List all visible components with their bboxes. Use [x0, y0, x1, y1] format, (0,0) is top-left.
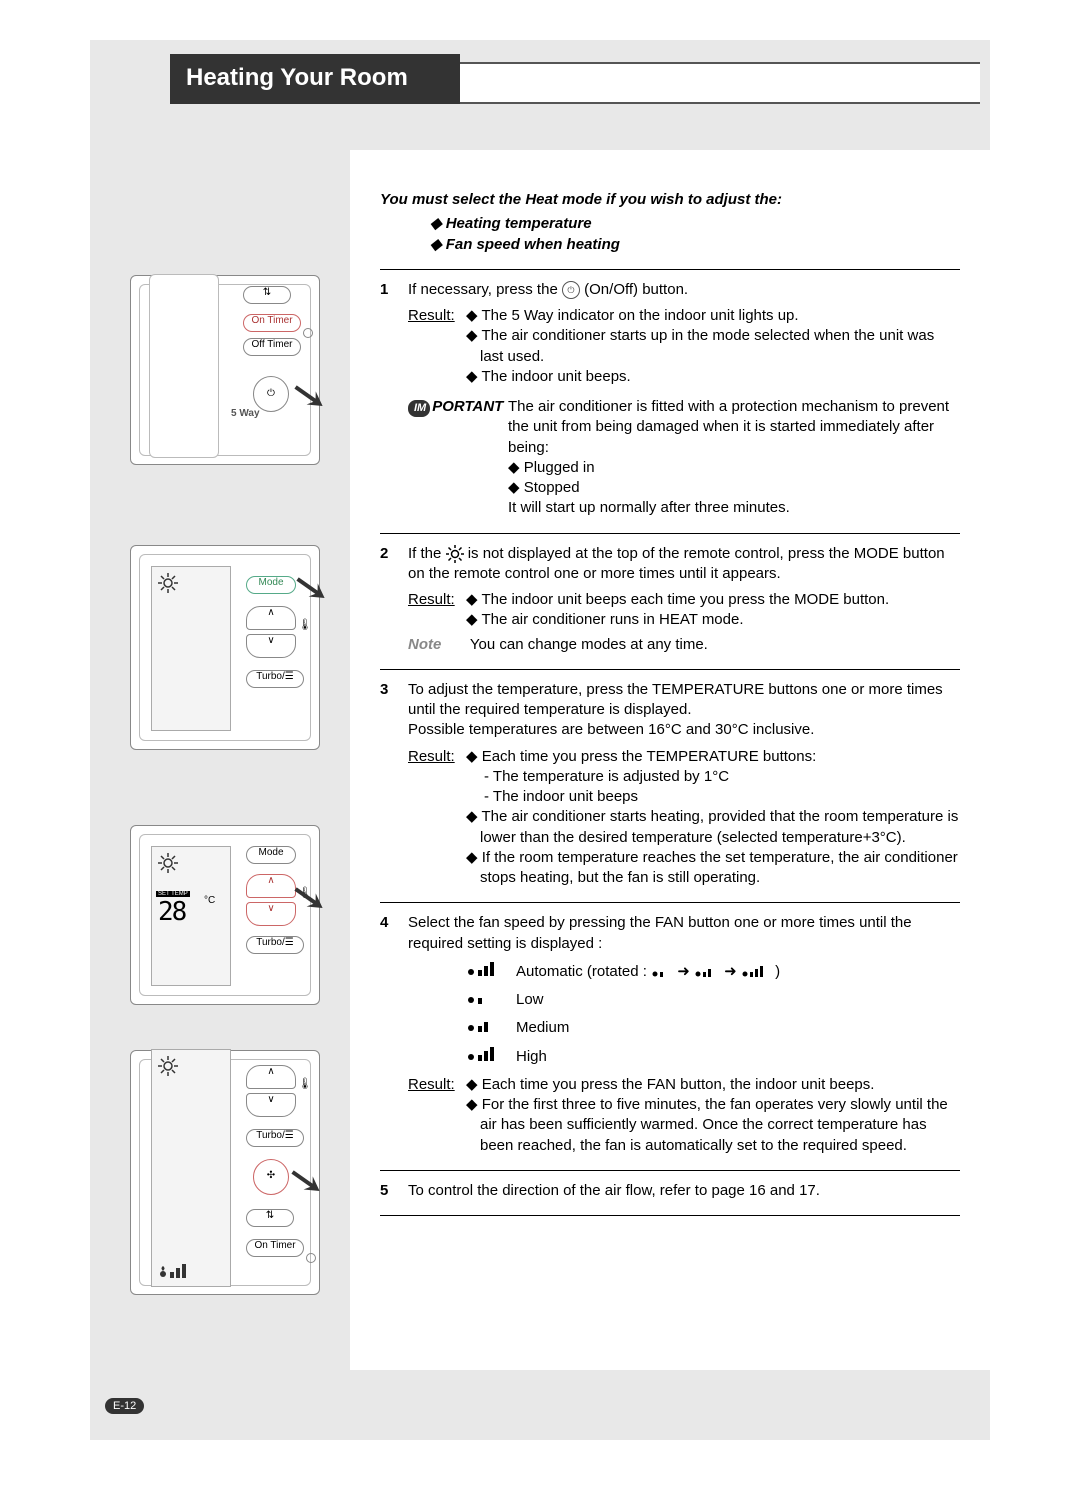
- step-number: 3: [380, 680, 408, 741]
- step-number: 4: [380, 913, 408, 954]
- step-text: To control the direction of the air flow…: [408, 1181, 960, 1201]
- step-number: 1: [380, 280, 408, 300]
- result-label: Result:: [408, 1075, 466, 1156]
- step-text: Select the fan speed by pressing the FAN…: [408, 913, 960, 954]
- result-bullet: The indoor unit beeps each time you pres…: [466, 590, 960, 610]
- important-text: The air conditioner is fitted with a pro…: [508, 397, 960, 458]
- important-bullet: Plugged in: [508, 458, 960, 478]
- remote-diagram-2: Mode ∧ 🌡 ∨ Turbo/☰: [130, 545, 320, 750]
- fan-medium: Medium: [466, 1016, 960, 1040]
- intro-item-2: Fan speed when heating: [380, 235, 960, 255]
- important-tail: It will start up normally after three mi…: [508, 498, 960, 518]
- result-bullet: Each time you press the FAN button, the …: [466, 1075, 960, 1095]
- remote-diagram-4: ∧ 🌡 ∨ Turbo/☰ ✣ ⇅ On Timer: [130, 1050, 320, 1295]
- step-number: 2: [380, 544, 408, 585]
- result-bullet: The 5 Way indicator on the indoor unit l…: [466, 306, 960, 326]
- intro-item-1: Heating temperature: [380, 214, 960, 234]
- step-1: 1 If necessary, press the ⏻ (On/Off) but…: [380, 280, 960, 300]
- divider: [380, 533, 960, 534]
- divider: [380, 1215, 960, 1216]
- divider: [380, 902, 960, 903]
- step-text: is not displayed at the top of the remot…: [408, 545, 945, 582]
- step-2: 2 If the is not displayed at the top of …: [380, 544, 960, 585]
- remote-diagram-1: ⇅ On Timer Off Timer ⏻ 5 Way: [130, 275, 320, 465]
- fan-speed-icon: [158, 1262, 192, 1280]
- content-panel: You must select the Heat mode if you wis…: [350, 150, 990, 1370]
- onoff-icon: ⏻: [562, 281, 580, 299]
- sun-icon: [158, 853, 178, 873]
- fan-low: Low: [466, 988, 960, 1012]
- fan-icon-low: [466, 988, 488, 1006]
- result-bullet: The air conditioner starts up in the mod…: [466, 326, 960, 367]
- fan-icon-high: [466, 1045, 500, 1063]
- result-bullet: The air conditioner runs in HEAT mode.: [466, 610, 960, 630]
- step-text: (On/Off) button.: [584, 281, 688, 298]
- result-sub: The indoor unit beeps: [466, 787, 960, 807]
- result-bullet: If the room temperature reaches the set …: [466, 848, 960, 889]
- sun-icon: [158, 1056, 178, 1076]
- result-bullet: Each time you press the TEMPERATURE butt…: [466, 747, 960, 767]
- fan-auto: Automatic (rotated : ➜ ➜ ): [466, 960, 960, 984]
- step-text: To adjust the temperature, press the TEM…: [408, 680, 960, 741]
- result-sub: The temperature is adjusted by 1°C: [466, 767, 960, 787]
- sun-icon: [158, 573, 178, 593]
- result-bullet: The indoor unit beeps.: [466, 367, 960, 387]
- result-label: Result:: [408, 747, 466, 889]
- step-3: 3 To adjust the temperature, press the T…: [380, 680, 960, 741]
- page-title: Heating Your Room: [170, 54, 460, 104]
- note-text: You can change modes at any time.: [470, 636, 708, 653]
- step-4: 4 Select the fan speed by pressing the F…: [380, 913, 960, 954]
- step-5: 5 To control the direction of the air fl…: [380, 1181, 960, 1201]
- fan-icon-high: [466, 960, 500, 978]
- important-bullet: Stopped: [508, 478, 960, 498]
- result-bullet: The air conditioner starts heating, prov…: [466, 807, 960, 848]
- sun-icon: [446, 545, 464, 563]
- important-label: IMPORTANT: [408, 397, 508, 519]
- divider: [380, 1170, 960, 1171]
- divider: [380, 269, 960, 270]
- divider: [380, 669, 960, 670]
- result-bullet: For the first three to five minutes, the…: [466, 1095, 960, 1156]
- fan-icon-med: [466, 1016, 494, 1034]
- intro-lead: You must select the Heat mode if you wis…: [380, 190, 960, 210]
- step-text: If the: [408, 545, 446, 562]
- step-number: 5: [380, 1181, 408, 1201]
- result-label: Result:: [408, 306, 466, 387]
- note-label: Note: [408, 635, 466, 655]
- result-label: Result:: [408, 590, 466, 631]
- page-number: E-12: [105, 1398, 144, 1414]
- step-text: If necessary, press the: [408, 281, 562, 298]
- fan-high: High: [466, 1045, 960, 1069]
- remote-diagram-3: SET TEMP 28 °C Mode ∧ 🌡 ∨ Turbo/☰: [130, 825, 320, 1005]
